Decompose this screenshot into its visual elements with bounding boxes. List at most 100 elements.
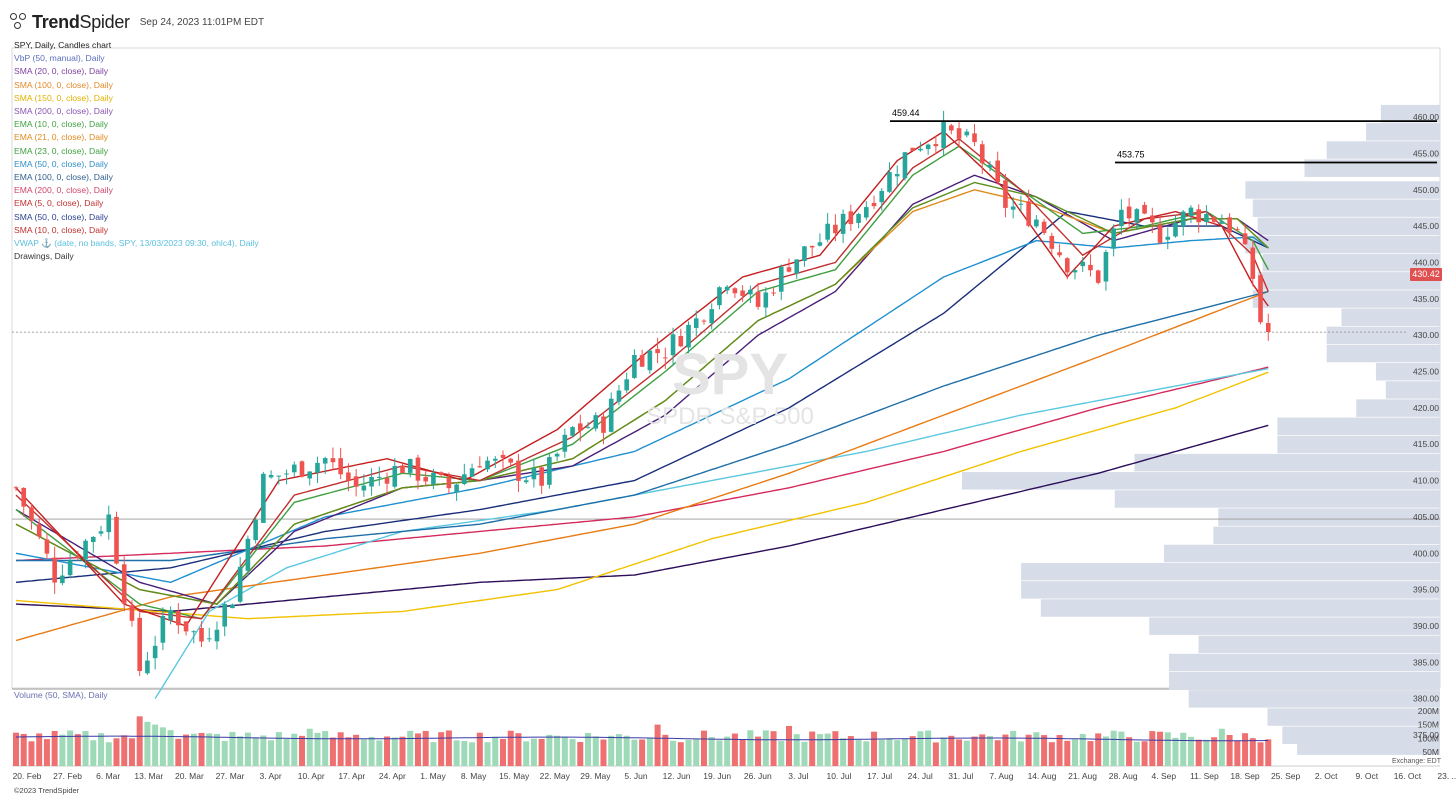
- volume-bar: [1126, 737, 1133, 766]
- y-tick-label: 415.00: [1413, 439, 1439, 449]
- volume-bar: [384, 736, 391, 766]
- legend-item[interactable]: EMA (23, 0, close), Daily: [14, 145, 109, 156]
- candle-body: [894, 174, 900, 177]
- candle-body: [268, 474, 274, 478]
- candle-body: [500, 454, 506, 458]
- volume-bar: [739, 739, 746, 766]
- candle-body: [871, 202, 877, 207]
- volume-bar: [67, 730, 74, 766]
- volume-tick-label: 150M: [1418, 720, 1439, 730]
- volume-bar: [1133, 741, 1140, 766]
- volume-bar: [770, 731, 777, 766]
- volume-bar: [901, 738, 908, 766]
- legend-item[interactable]: EMA (100, 0, close), Daily: [14, 172, 113, 183]
- candle-body: [748, 289, 753, 295]
- legend-item[interactable]: SMA (100, 0, close), Daily: [14, 79, 113, 90]
- volume-bar: [925, 730, 932, 766]
- legend-item[interactable]: EMA (5, 0, close), Daily: [14, 198, 104, 209]
- candle-body: [910, 147, 915, 151]
- legend-item[interactable]: SMA (50, 0, close), Daily: [14, 211, 109, 222]
- candle-body: [83, 540, 88, 560]
- volume-bar: [871, 731, 878, 766]
- y-tick-label: 390.00: [1413, 621, 1439, 631]
- ma-line: [16, 290, 1269, 562]
- volume-bar: [345, 737, 352, 766]
- candle-body: [663, 357, 668, 359]
- candle-body: [577, 423, 583, 431]
- volume-bar: [1041, 735, 1048, 766]
- volume-bar: [28, 741, 35, 766]
- legend-item[interactable]: EMA (50, 0, close), Daily: [14, 158, 109, 169]
- level-label: 453.75: [1117, 149, 1145, 159]
- candle-body: [570, 427, 575, 436]
- vbp-bar: [1267, 708, 1440, 726]
- candle-body: [245, 538, 251, 571]
- x-tick-label: 25. Sep: [1271, 771, 1301, 781]
- y-tick-label: 420.00: [1413, 403, 1439, 413]
- candle-body: [802, 246, 807, 261]
- legend-item[interactable]: Drawings, Daily: [14, 251, 74, 262]
- x-tick-label: 31. Jul: [948, 771, 973, 781]
- candle-body: [1227, 217, 1232, 233]
- x-tick-label: 6. Mar: [96, 771, 120, 781]
- candle-body: [1219, 221, 1225, 224]
- volume-bar: [546, 734, 553, 766]
- volume-bar: [329, 737, 336, 766]
- volume-bar: [716, 740, 723, 766]
- candle-body: [222, 604, 228, 627]
- candle-body: [36, 524, 42, 537]
- legend-item[interactable]: EMA (10, 0, close), Daily: [14, 119, 109, 130]
- legend-item[interactable]: VWAP ⚓ (date, no bands, SPY, 13/03/2023 …: [14, 238, 259, 249]
- volume-bar: [291, 733, 298, 766]
- candle-body: [825, 223, 830, 240]
- volume-bar: [74, 734, 81, 766]
- vbp-bar: [1257, 217, 1440, 236]
- vbp-bar: [1213, 526, 1440, 545]
- legend-item[interactable]: VbP (50, manual), Daily: [14, 53, 105, 64]
- y-tick-label: 410.00: [1413, 476, 1439, 486]
- volume-bar: [878, 739, 885, 766]
- volume-bar: [840, 738, 847, 766]
- candle-body: [949, 125, 954, 131]
- candle-body: [732, 288, 738, 294]
- copyright: ©2023 TrendSpider: [14, 786, 80, 795]
- legend-item[interactable]: SMA (10, 0, close), Daily: [14, 224, 109, 235]
- legend-item[interactable]: EMA (200, 0, close), Daily: [14, 185, 113, 196]
- volume-bar: [523, 741, 530, 766]
- legend-item[interactable]: EMA (21, 0, close), Daily: [14, 132, 109, 143]
- vbp-bar: [1341, 308, 1440, 326]
- volume-bar: [322, 731, 329, 766]
- vbp-bar: [1277, 417, 1440, 436]
- x-tick-label: 4. Sep: [1152, 771, 1177, 781]
- vbp-bar: [1168, 653, 1440, 672]
- volume-tick-label: 100M: [1418, 733, 1439, 743]
- candle-body: [206, 638, 212, 640]
- candle-body: [400, 465, 405, 473]
- candle-body: [1180, 211, 1186, 227]
- volume-bar: [530, 738, 537, 766]
- volume-bar: [1064, 740, 1071, 766]
- legend-item[interactable]: SMA (150, 0, close), Daily: [14, 92, 113, 103]
- candle-body: [1265, 323, 1271, 333]
- volume-bar: [971, 736, 978, 766]
- candle-body: [60, 575, 65, 584]
- candle-body: [121, 564, 127, 604]
- candle-body: [29, 507, 34, 521]
- volume-bar: [237, 736, 244, 766]
- volume-bar: [1079, 733, 1086, 766]
- x-tick-label: 15. May: [499, 771, 530, 781]
- candle-body: [1134, 209, 1140, 223]
- y-tick-label: 460.00: [1413, 112, 1439, 122]
- candle-body: [670, 334, 676, 356]
- vbp-bar: [1262, 253, 1440, 272]
- ma-line: [15, 181, 1269, 605]
- candle-body: [925, 144, 931, 150]
- volume-bar: [82, 730, 89, 766]
- volume-bar: [1118, 731, 1125, 766]
- volume-bar: [314, 732, 321, 766]
- legend-item[interactable]: SMA (20, 0, close), Daily: [14, 66, 109, 77]
- candle-body: [639, 355, 645, 367]
- volume-bar: [778, 741, 785, 766]
- legend-item[interactable]: SMA (200, 0, close), Daily: [14, 106, 113, 117]
- volume-bar: [268, 740, 275, 766]
